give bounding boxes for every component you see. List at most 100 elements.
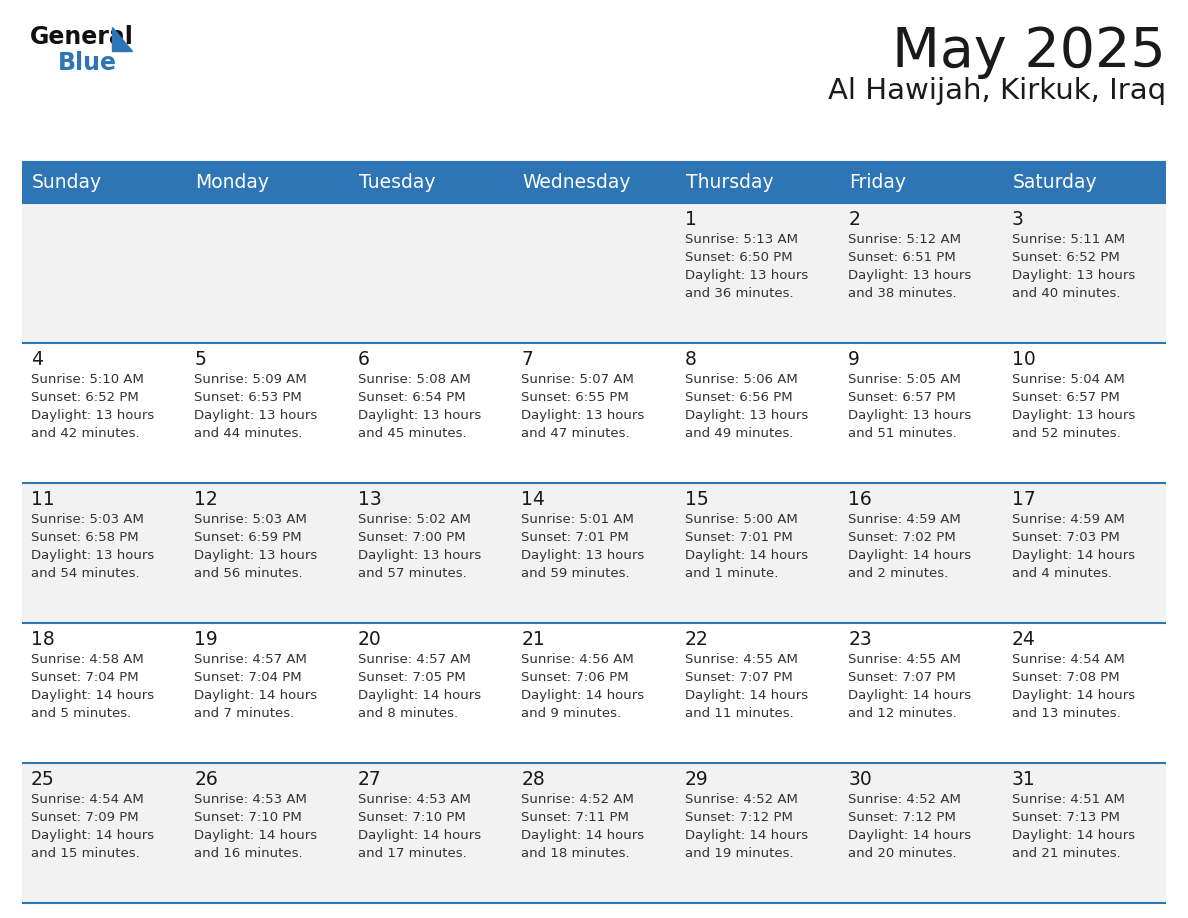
Bar — [349, 483, 512, 623]
Text: 4: 4 — [31, 350, 43, 369]
Text: 1: 1 — [684, 210, 696, 229]
Bar — [23, 763, 185, 903]
Text: Sunrise: 4:52 AM
Sunset: 7:12 PM
Daylight: 14 hours
and 20 minutes.: Sunrise: 4:52 AM Sunset: 7:12 PM Dayligh… — [848, 793, 972, 860]
Text: Monday: Monday — [196, 174, 270, 193]
Bar — [512, 623, 676, 763]
Text: Sunrise: 4:52 AM
Sunset: 7:12 PM
Daylight: 14 hours
and 19 minutes.: Sunrise: 4:52 AM Sunset: 7:12 PM Dayligh… — [684, 793, 808, 860]
Text: 11: 11 — [31, 490, 55, 509]
Text: Sunrise: 4:52 AM
Sunset: 7:11 PM
Daylight: 14 hours
and 18 minutes.: Sunrise: 4:52 AM Sunset: 7:11 PM Dayligh… — [522, 793, 644, 860]
Bar — [839, 623, 1003, 763]
Bar — [512, 483, 676, 623]
Text: Sunrise: 5:07 AM
Sunset: 6:55 PM
Daylight: 13 hours
and 47 minutes.: Sunrise: 5:07 AM Sunset: 6:55 PM Dayligh… — [522, 373, 645, 440]
Bar — [23, 203, 185, 343]
Text: 10: 10 — [1011, 350, 1035, 369]
Text: Sunrise: 4:51 AM
Sunset: 7:13 PM
Daylight: 14 hours
and 21 minutes.: Sunrise: 4:51 AM Sunset: 7:13 PM Dayligh… — [1011, 793, 1135, 860]
Bar — [349, 763, 512, 903]
Bar — [512, 163, 676, 203]
Text: Sunrise: 5:13 AM
Sunset: 6:50 PM
Daylight: 13 hours
and 36 minutes.: Sunrise: 5:13 AM Sunset: 6:50 PM Dayligh… — [684, 233, 808, 300]
Bar — [349, 203, 512, 343]
Text: Sunrise: 5:08 AM
Sunset: 6:54 PM
Daylight: 13 hours
and 45 minutes.: Sunrise: 5:08 AM Sunset: 6:54 PM Dayligh… — [358, 373, 481, 440]
Bar — [676, 763, 839, 903]
Text: 24: 24 — [1011, 630, 1036, 649]
Text: 3: 3 — [1011, 210, 1023, 229]
Text: 14: 14 — [522, 490, 545, 509]
Bar — [185, 483, 349, 623]
Text: 16: 16 — [848, 490, 872, 509]
Text: Sunrise: 4:56 AM
Sunset: 7:06 PM
Daylight: 14 hours
and 9 minutes.: Sunrise: 4:56 AM Sunset: 7:06 PM Dayligh… — [522, 653, 644, 720]
Bar — [23, 163, 185, 203]
Text: 19: 19 — [195, 630, 219, 649]
Bar — [676, 483, 839, 623]
Text: 9: 9 — [848, 350, 860, 369]
Text: Sunrise: 5:03 AM
Sunset: 6:58 PM
Daylight: 13 hours
and 54 minutes.: Sunrise: 5:03 AM Sunset: 6:58 PM Dayligh… — [31, 513, 154, 580]
Bar — [1003, 483, 1165, 623]
Text: Wednesday: Wednesday — [523, 174, 631, 193]
Text: Sunrise: 5:06 AM
Sunset: 6:56 PM
Daylight: 13 hours
and 49 minutes.: Sunrise: 5:06 AM Sunset: 6:56 PM Dayligh… — [684, 373, 808, 440]
Bar — [676, 163, 839, 203]
Text: 12: 12 — [195, 490, 219, 509]
Bar — [185, 623, 349, 763]
Text: Sunrise: 4:59 AM
Sunset: 7:02 PM
Daylight: 14 hours
and 2 minutes.: Sunrise: 4:59 AM Sunset: 7:02 PM Dayligh… — [848, 513, 972, 580]
Text: Sunrise: 4:54 AM
Sunset: 7:09 PM
Daylight: 14 hours
and 15 minutes.: Sunrise: 4:54 AM Sunset: 7:09 PM Dayligh… — [31, 793, 154, 860]
Text: Blue: Blue — [58, 51, 116, 75]
Text: Sunrise: 5:02 AM
Sunset: 7:00 PM
Daylight: 13 hours
and 57 minutes.: Sunrise: 5:02 AM Sunset: 7:00 PM Dayligh… — [358, 513, 481, 580]
Bar — [185, 203, 349, 343]
Bar — [1003, 203, 1165, 343]
Bar — [839, 343, 1003, 483]
Text: Sunrise: 5:12 AM
Sunset: 6:51 PM
Daylight: 13 hours
and 38 minutes.: Sunrise: 5:12 AM Sunset: 6:51 PM Dayligh… — [848, 233, 972, 300]
Text: 21: 21 — [522, 630, 545, 649]
Text: 31: 31 — [1011, 770, 1035, 789]
Bar — [185, 163, 349, 203]
Bar — [23, 483, 185, 623]
Text: May 2025: May 2025 — [892, 25, 1165, 79]
Text: Sunrise: 4:54 AM
Sunset: 7:08 PM
Daylight: 14 hours
and 13 minutes.: Sunrise: 4:54 AM Sunset: 7:08 PM Dayligh… — [1011, 653, 1135, 720]
Bar — [839, 163, 1003, 203]
Text: Sunrise: 4:58 AM
Sunset: 7:04 PM
Daylight: 14 hours
and 5 minutes.: Sunrise: 4:58 AM Sunset: 7:04 PM Dayligh… — [31, 653, 154, 720]
Bar — [349, 623, 512, 763]
Text: Sunrise: 5:01 AM
Sunset: 7:01 PM
Daylight: 13 hours
and 59 minutes.: Sunrise: 5:01 AM Sunset: 7:01 PM Dayligh… — [522, 513, 645, 580]
Text: Al Hawijah, Kirkuk, Iraq: Al Hawijah, Kirkuk, Iraq — [828, 77, 1165, 105]
Text: 30: 30 — [848, 770, 872, 789]
Text: 17: 17 — [1011, 490, 1035, 509]
Text: 15: 15 — [684, 490, 708, 509]
Polygon shape — [112, 27, 132, 51]
Text: 7: 7 — [522, 350, 533, 369]
Text: Thursday: Thursday — [685, 174, 773, 193]
Text: 5: 5 — [195, 350, 207, 369]
Bar — [839, 203, 1003, 343]
Bar — [512, 763, 676, 903]
Bar — [23, 623, 185, 763]
Text: Sunrise: 4:53 AM
Sunset: 7:10 PM
Daylight: 14 hours
and 17 minutes.: Sunrise: 4:53 AM Sunset: 7:10 PM Dayligh… — [358, 793, 481, 860]
Bar — [185, 343, 349, 483]
Text: Sunrise: 5:04 AM
Sunset: 6:57 PM
Daylight: 13 hours
and 52 minutes.: Sunrise: 5:04 AM Sunset: 6:57 PM Dayligh… — [1011, 373, 1135, 440]
Text: Sunrise: 5:09 AM
Sunset: 6:53 PM
Daylight: 13 hours
and 44 minutes.: Sunrise: 5:09 AM Sunset: 6:53 PM Dayligh… — [195, 373, 317, 440]
Bar — [23, 343, 185, 483]
Text: Friday: Friday — [849, 174, 906, 193]
Bar — [512, 343, 676, 483]
Bar — [676, 203, 839, 343]
Bar — [512, 203, 676, 343]
Text: 18: 18 — [31, 630, 55, 649]
Bar — [676, 343, 839, 483]
Text: 6: 6 — [358, 350, 369, 369]
Bar — [349, 163, 512, 203]
Text: 2: 2 — [848, 210, 860, 229]
Text: Sunrise: 4:57 AM
Sunset: 7:05 PM
Daylight: 14 hours
and 8 minutes.: Sunrise: 4:57 AM Sunset: 7:05 PM Dayligh… — [358, 653, 481, 720]
Text: 20: 20 — [358, 630, 381, 649]
Text: Saturday: Saturday — [1012, 174, 1098, 193]
Bar — [839, 483, 1003, 623]
Text: 27: 27 — [358, 770, 381, 789]
Bar — [1003, 763, 1165, 903]
Text: 8: 8 — [684, 350, 696, 369]
Text: Tuesday: Tuesday — [359, 174, 435, 193]
Text: Sunrise: 5:05 AM
Sunset: 6:57 PM
Daylight: 13 hours
and 51 minutes.: Sunrise: 5:05 AM Sunset: 6:57 PM Dayligh… — [848, 373, 972, 440]
Text: 13: 13 — [358, 490, 381, 509]
Bar — [185, 763, 349, 903]
Text: Sunrise: 4:53 AM
Sunset: 7:10 PM
Daylight: 14 hours
and 16 minutes.: Sunrise: 4:53 AM Sunset: 7:10 PM Dayligh… — [195, 793, 317, 860]
Text: Sunrise: 5:03 AM
Sunset: 6:59 PM
Daylight: 13 hours
and 56 minutes.: Sunrise: 5:03 AM Sunset: 6:59 PM Dayligh… — [195, 513, 317, 580]
Text: Sunrise: 4:55 AM
Sunset: 7:07 PM
Daylight: 14 hours
and 12 minutes.: Sunrise: 4:55 AM Sunset: 7:07 PM Dayligh… — [848, 653, 972, 720]
Bar — [1003, 163, 1165, 203]
Text: 25: 25 — [31, 770, 55, 789]
Text: 23: 23 — [848, 630, 872, 649]
Bar — [1003, 623, 1165, 763]
